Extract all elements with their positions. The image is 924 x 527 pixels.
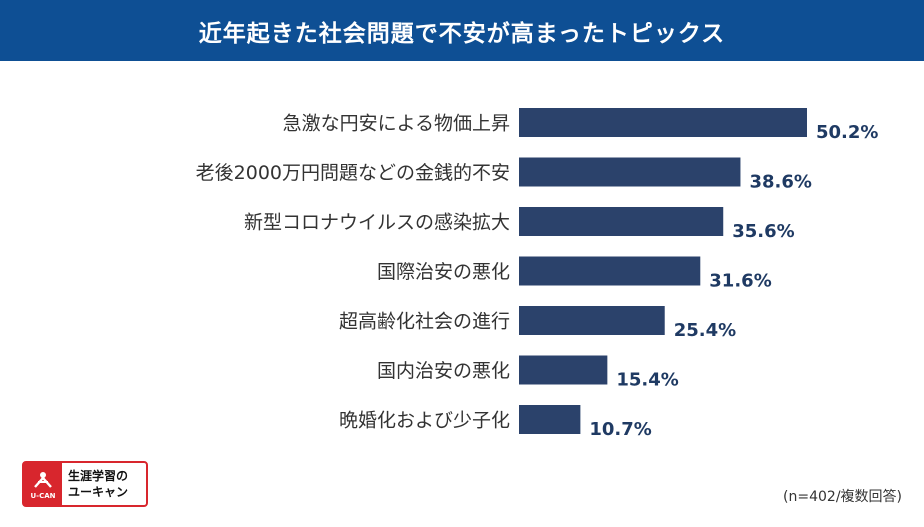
category-label-5: 超高齢化社会の進行 (339, 311, 510, 333)
logo-line-1: 生涯学習の (68, 469, 129, 483)
value-label-1: 50.2% (816, 122, 878, 143)
bar-chart: 急激な円安による物価上昇 50.2% 老後2000万円問題などの金銭的不安 38.6%… (196, 108, 878, 440)
ucan-mark-icon (34, 471, 52, 488)
bar-1 (519, 108, 807, 137)
value-label-4: 31.6% (709, 271, 771, 292)
category-label-6: 国内治安の悪化 (377, 360, 510, 382)
sample-size-footnote: (n=402/複数回答) (783, 489, 902, 505)
value-label-6: 15.4% (616, 370, 678, 391)
bar-7 (519, 405, 581, 434)
bar-2 (519, 157, 741, 187)
chart-title-banner: 近年起きた社会問題で不安が高まったトピックス (0, 0, 924, 61)
category-label-3: 新型コロナウイルスの感染拡大 (244, 212, 510, 234)
ucan-logo-mark: U-CAN (24, 463, 62, 505)
category-label-2: 老後2000万円問題などの金銭的不安 (196, 162, 510, 184)
logo-line-2: ユーキャン (68, 485, 129, 499)
ucan-logo: U-CAN 生涯学習の ユーキャン (22, 461, 148, 507)
bar-5 (519, 306, 665, 335)
category-label-7: 晩婚化および少子化 (339, 410, 510, 432)
bar-6 (519, 355, 608, 385)
value-label-5: 25.4% (674, 320, 736, 341)
bar-3 (519, 207, 724, 236)
logo-wordmark: 生涯学習の ユーキャン (62, 463, 146, 505)
value-label-7: 10.7% (589, 419, 651, 440)
value-label-2: 38.6% (749, 172, 811, 193)
logo-mark-text: U-CAN (30, 491, 56, 500)
category-label-4: 国際治安の悪化 (377, 261, 510, 283)
bar-4 (519, 256, 701, 286)
category-label-1: 急激な円安による物価上昇 (283, 113, 510, 135)
value-label-3: 35.6% (732, 221, 794, 242)
chart-title: 近年起きた社会問題で不安が高まったトピックス (198, 20, 726, 47)
